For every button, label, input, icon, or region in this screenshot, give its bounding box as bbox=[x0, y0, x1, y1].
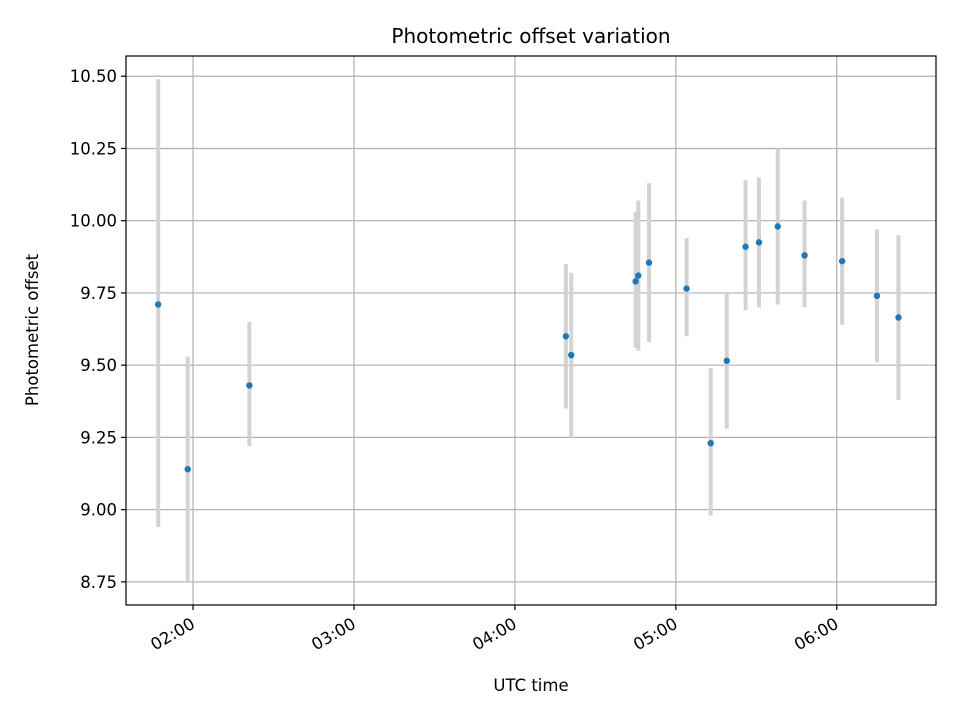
data-point bbox=[635, 272, 642, 279]
errorbar-layer bbox=[156, 79, 901, 582]
data-point bbox=[774, 223, 781, 230]
y-axis-label: Photometric offset bbox=[23, 253, 42, 406]
data-point bbox=[568, 351, 575, 359]
x-tick-label: 03:00 bbox=[308, 614, 359, 654]
data-point bbox=[184, 465, 191, 473]
data-point bbox=[246, 382, 253, 389]
y-tick-label: 9.25 bbox=[80, 428, 117, 447]
data-point bbox=[755, 239, 763, 246]
data-point bbox=[801, 252, 808, 259]
chart-title: Photometric offset variation bbox=[391, 24, 670, 48]
data-point bbox=[645, 259, 653, 266]
data-point bbox=[707, 439, 714, 447]
x-tick-label: 04:00 bbox=[469, 614, 520, 654]
data-point bbox=[683, 285, 690, 292]
y-tick-label: 9.75 bbox=[80, 284, 117, 303]
data-point bbox=[873, 292, 881, 300]
data-point bbox=[723, 357, 730, 365]
x-axis-label: UTC time bbox=[493, 676, 568, 695]
x-tick-label: 05:00 bbox=[630, 614, 681, 654]
y-tick-label: 10.25 bbox=[70, 139, 117, 158]
data-point bbox=[632, 278, 639, 285]
plot-frame bbox=[125, 55, 937, 606]
data-point bbox=[742, 243, 749, 250]
data-point bbox=[154, 301, 162, 308]
data-point bbox=[895, 314, 902, 321]
x-tick-label: 02:00 bbox=[147, 614, 198, 654]
y-tick-label: 10.50 bbox=[70, 67, 117, 86]
y-tick-label: 9.50 bbox=[80, 356, 117, 375]
y-tick-label: 8.75 bbox=[80, 573, 117, 592]
y-tick-label: 9.00 bbox=[80, 501, 117, 520]
data-point bbox=[562, 333, 570, 340]
x-tick-label: 06:00 bbox=[791, 614, 842, 654]
y-tick-label: 10.00 bbox=[70, 212, 117, 231]
grid-layer bbox=[126, 56, 936, 605]
point-layer bbox=[154, 223, 902, 473]
data-point bbox=[838, 257, 846, 265]
